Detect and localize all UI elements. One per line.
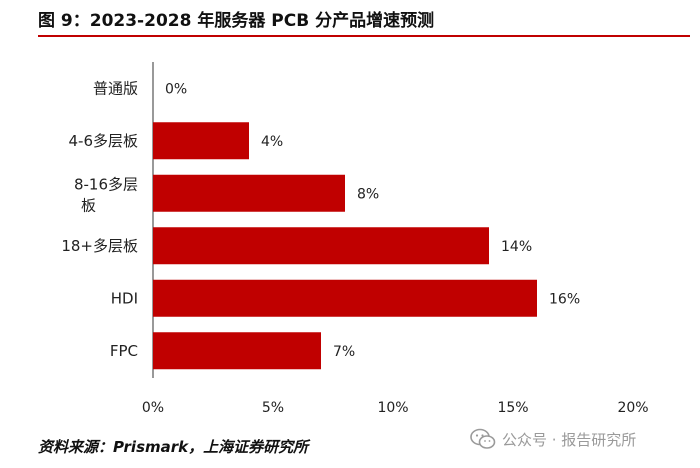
bar: [153, 279, 537, 317]
x-tick-label: 10%: [377, 400, 408, 416]
x-tick-label: 5%: [262, 400, 284, 416]
data-label: 16%: [549, 291, 580, 307]
bar: [153, 332, 321, 370]
source-note: 资料来源：Prismark，上海证券研究所: [38, 438, 309, 456]
chart-title: 图 9：2023-2028 年服务器 PCB 分产品增速预测: [38, 11, 435, 31]
bar: [153, 227, 489, 265]
watermark: 公众号 · 报告研究所: [470, 428, 636, 450]
category-label: 18+多层板: [61, 237, 138, 255]
x-tick-label: 20%: [617, 400, 648, 416]
wechat-icon: [470, 428, 496, 449]
data-label: 4%: [261, 134, 283, 150]
bar: [153, 122, 249, 160]
data-label: 7%: [333, 344, 355, 360]
category-label: 8-16多层板: [74, 175, 138, 214]
x-tick-label: 15%: [497, 400, 528, 416]
category-label: 4-6多层板: [69, 132, 139, 150]
data-label: 14%: [501, 239, 532, 255]
data-label: 0%: [165, 81, 187, 97]
data-label: 8%: [357, 186, 379, 202]
category-label: HDI: [111, 289, 138, 307]
category-label: 普通版: [93, 79, 138, 97]
x-tick-label: 0%: [142, 400, 164, 416]
title-rule: [38, 35, 690, 37]
category-label: FPC: [110, 342, 138, 360]
bar: [153, 174, 345, 212]
watermark-text: 公众号 · 报告研究所: [502, 430, 637, 449]
